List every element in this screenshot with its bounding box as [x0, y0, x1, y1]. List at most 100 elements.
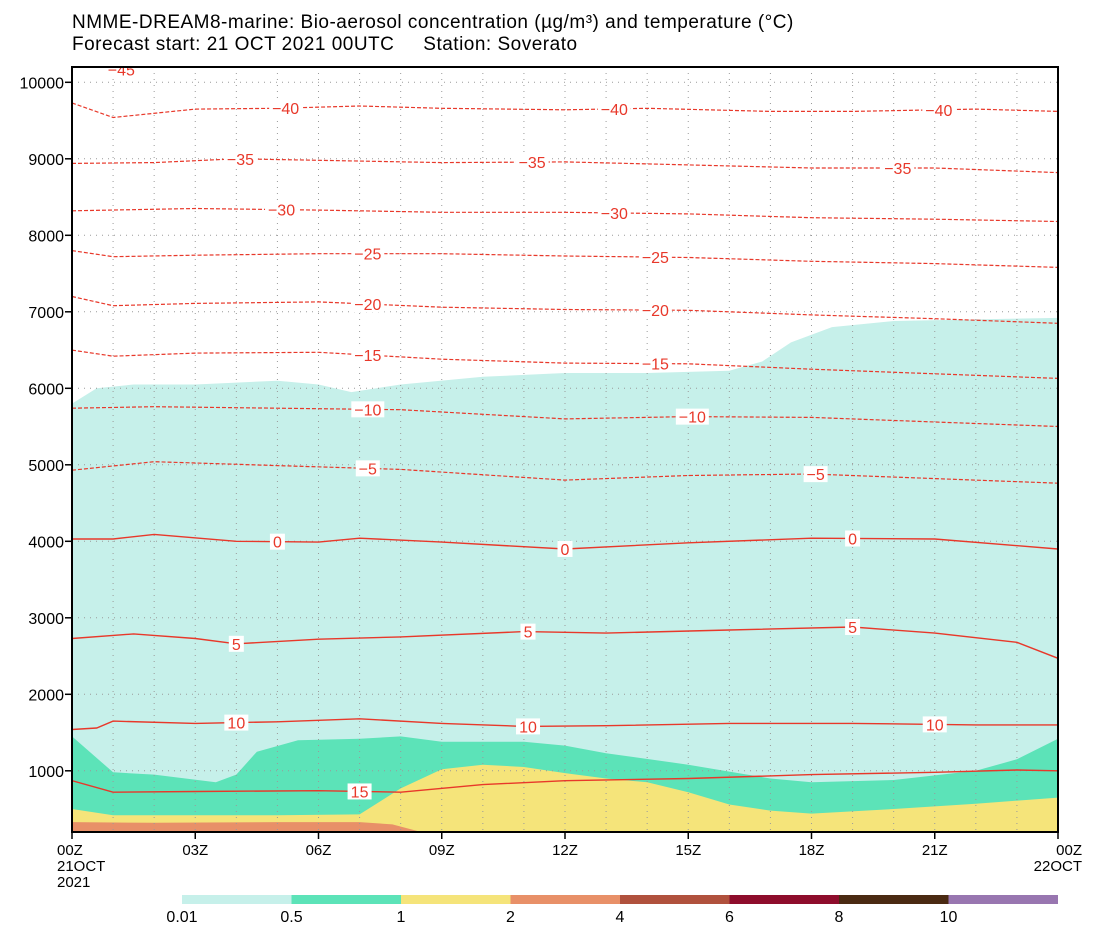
contour-line — [72, 295, 1058, 324]
contour-line — [72, 461, 1058, 484]
contour-label: 5 — [524, 625, 533, 642]
contour-label-bg — [557, 540, 573, 557]
contour-label: 10 — [926, 717, 944, 734]
contour-label-bg — [269, 533, 285, 550]
y-tick-label: 3000 — [28, 611, 64, 628]
contour-label-bg — [597, 100, 631, 117]
contour-line — [72, 533, 1058, 550]
contour-label-bg — [351, 295, 385, 312]
y-tick-label: 8000 — [28, 228, 64, 245]
y-axis: 1000 2000 3000 4000 5000 6000 7000 8000 9000 1000… — [20, 75, 72, 781]
x-tick-label: 09Z — [429, 842, 455, 859]
x-tick-label: 21OCT — [57, 858, 105, 875]
contour-label: −40 — [925, 103, 952, 120]
y-tick-label: 7000 — [28, 305, 64, 322]
color-legend: 0.01 0.5 1 2 4 6 8 10 — [166, 895, 1058, 926]
contour-label-bg — [228, 635, 244, 652]
contour-label-bg — [516, 718, 541, 735]
x-tick-label: 06Z — [306, 842, 332, 859]
legend-swatch-6 — [729, 895, 839, 904]
contour-label: −35 — [227, 152, 254, 169]
contour-line — [72, 158, 1058, 174]
contour-label: −25 — [354, 247, 381, 264]
y-tick-label: 5000 — [28, 458, 64, 475]
contour-label: −10 — [354, 402, 381, 419]
contour-label-bg — [515, 154, 549, 171]
legend-label: 6 — [725, 909, 734, 926]
legend-label: 0.5 — [280, 909, 302, 926]
x-tick-label: 22OCT — [1034, 858, 1082, 875]
legend-label: 2 — [506, 909, 515, 926]
legend-label: 0.01 — [166, 909, 197, 926]
contour-label-bg — [922, 716, 947, 733]
contour-label: −10 — [679, 410, 706, 427]
contour-label: 5 — [232, 637, 241, 654]
contour-label-bg — [269, 100, 303, 117]
contour-label: −5 — [359, 461, 377, 478]
contour-label-bg — [347, 783, 372, 800]
contour-label: 0 — [848, 531, 857, 548]
y-tick-label: 9000 — [28, 152, 64, 169]
contour-label: 0 — [561, 542, 570, 559]
contour-label: −40 — [601, 102, 628, 119]
contour-label: 10 — [227, 716, 245, 733]
y-tick-label: 4000 — [28, 534, 64, 551]
contour-label: −35 — [884, 161, 911, 178]
contour-label-bg — [104, 67, 138, 78]
contour-label: 5 — [848, 620, 857, 637]
contour-label-bg — [351, 347, 385, 364]
legend-label: 10 — [940, 909, 958, 926]
contour-label: −30 — [601, 206, 628, 223]
x-tick-label: 00Z — [1056, 842, 1082, 859]
y-tick-label: 1000 — [28, 764, 64, 781]
contour-label: −15 — [642, 357, 669, 374]
contour-label-bg — [675, 408, 709, 425]
x-tick-label: 03Z — [182, 842, 208, 859]
contour-label-bg — [355, 460, 380, 477]
contour-label-bg — [845, 530, 861, 547]
contour-label: −30 — [268, 203, 295, 220]
contour-label: −15 — [354, 348, 381, 365]
contour-label-bg — [922, 101, 956, 118]
concentration-areas — [72, 317, 1058, 832]
x-tick-label: 21Z — [922, 842, 948, 859]
legend-swatch-0.5 — [291, 895, 401, 904]
contour-line — [72, 102, 1058, 119]
contour-label: −20 — [354, 297, 381, 314]
contour-label-bg — [351, 401, 385, 418]
contour-label-bg — [224, 714, 249, 731]
x-tick-label: 12Z — [552, 842, 578, 859]
x-tick-label: 15Z — [675, 842, 701, 859]
contour-label: 10 — [519, 719, 537, 736]
x-tick-label: 18Z — [799, 842, 825, 859]
temperature-contours: −45 −40 −40 −40 −35 −35 −35 −30 −30 −25 −25 −20 −20 −… — [72, 62, 1058, 801]
contour-label-bg — [638, 249, 672, 266]
contour-label: −20 — [642, 303, 669, 320]
contour-label-bg — [803, 466, 828, 483]
chart-title: NMME-DREAM8-marine: Bio-aerosol concentr… — [72, 12, 794, 33]
legend-label: 8 — [835, 909, 844, 926]
contour-label-bg — [845, 618, 861, 635]
contour-label: 15 — [351, 784, 369, 801]
contour-label: −45 — [108, 62, 135, 79]
y-tick-label: 10000 — [20, 75, 65, 92]
contour-line — [72, 349, 1058, 379]
contour-label-bg — [520, 623, 536, 640]
x-tick-label: 2021 — [57, 874, 90, 891]
legend-swatch-2 — [510, 895, 620, 904]
contour-label: −35 — [519, 155, 546, 172]
contour-line — [72, 718, 1058, 731]
contour-label-bg — [223, 150, 257, 167]
area-level-1 — [72, 764, 1058, 832]
legend-label: 4 — [616, 909, 625, 926]
y-tick-label: 2000 — [28, 687, 64, 704]
contour-line — [72, 250, 1058, 268]
contour-label-bg — [265, 201, 299, 218]
contour-label: −40 — [272, 101, 299, 118]
chart-subtitle: Forecast start: 21 OCT 2021 00UTC Statio… — [72, 34, 578, 55]
contour-label: −25 — [642, 250, 669, 267]
contour-label-bg — [638, 302, 672, 319]
contour-line — [72, 207, 1058, 223]
contour-line — [72, 406, 1058, 428]
